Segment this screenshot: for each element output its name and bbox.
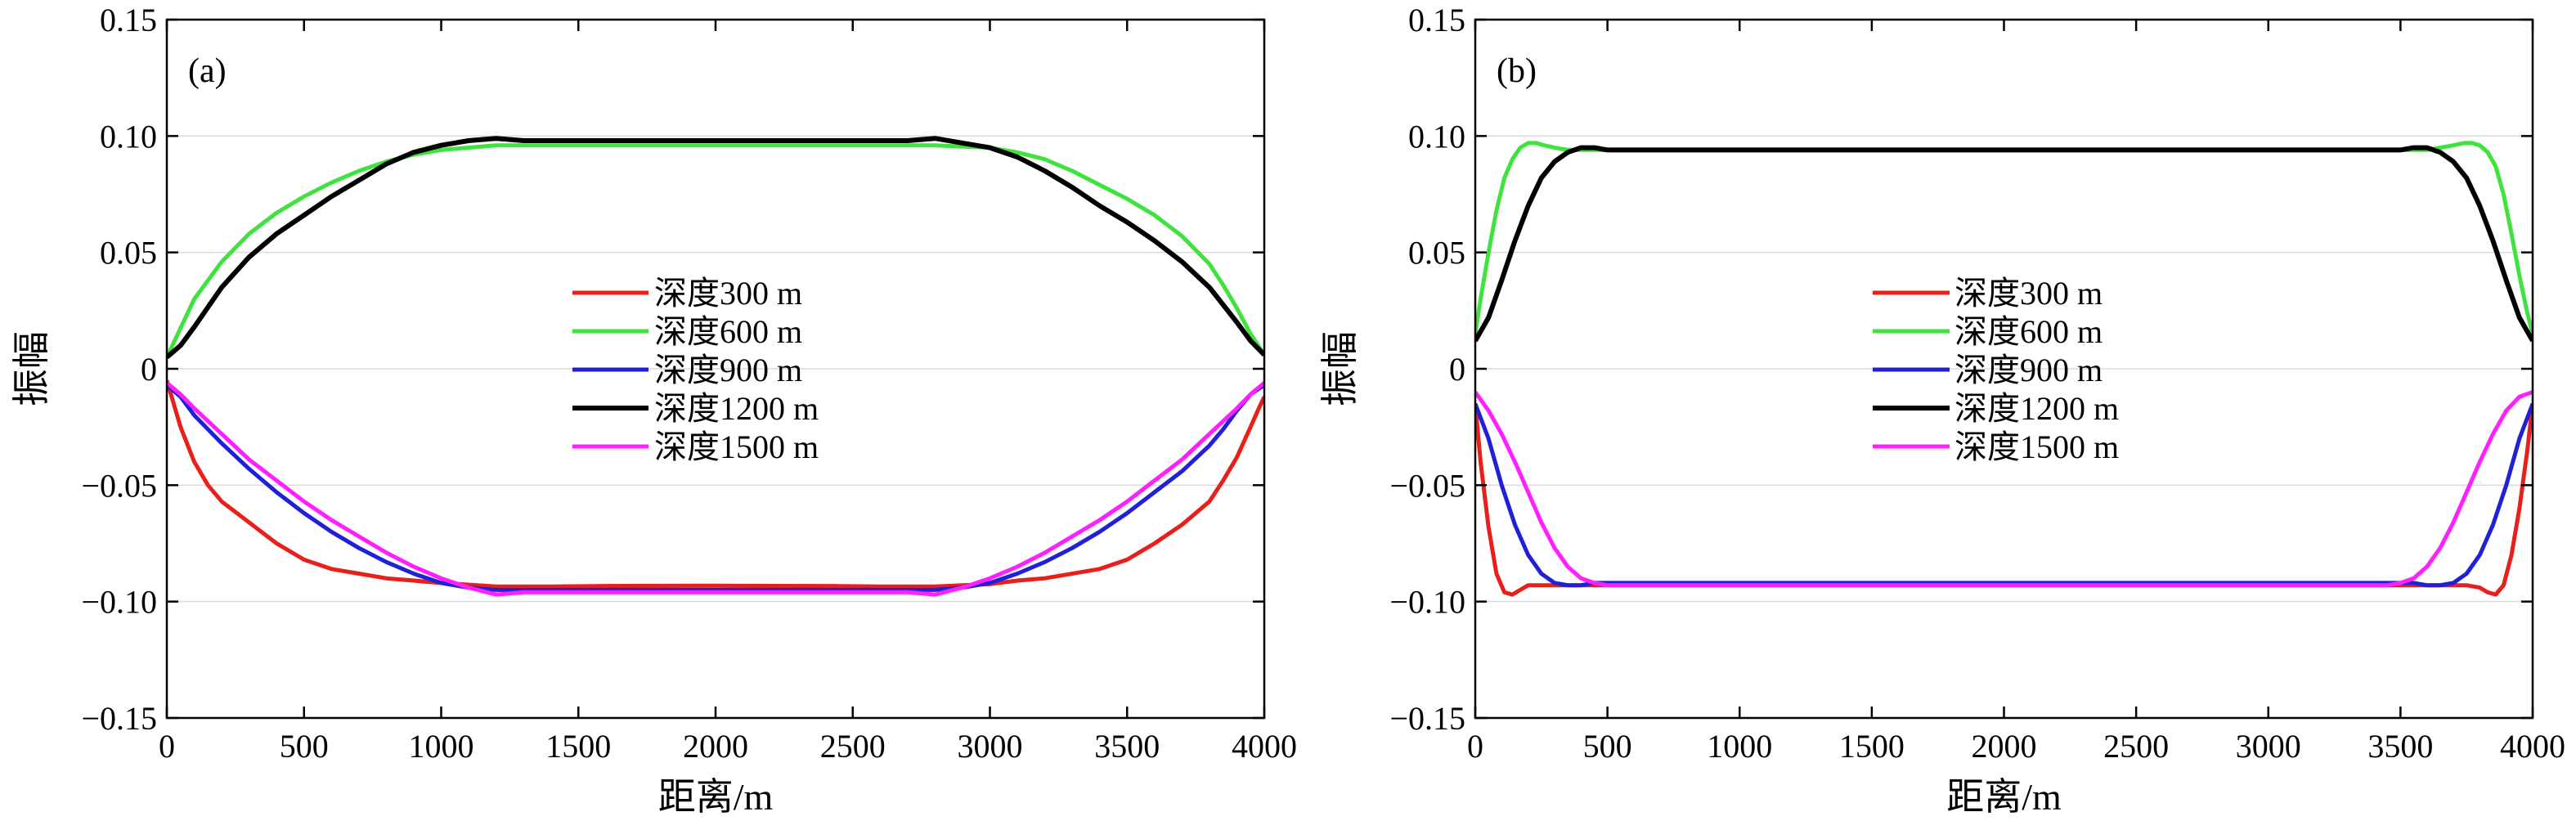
legend-label: 深度600 m: [1954, 313, 2103, 350]
y-tick-label: −0.10: [1389, 584, 1465, 621]
y-tick-label: 0.10: [100, 118, 157, 155]
x-tick-label: 3500: [2367, 728, 2433, 765]
x-tick-label: 500: [1583, 728, 1632, 765]
y-tick-label: 0.05: [100, 235, 157, 271]
series-line: [167, 143, 1264, 358]
panel-label: (b): [1497, 52, 1537, 90]
y-tick-label: −0.10: [81, 584, 157, 621]
y-tick-label: 0.05: [1408, 235, 1465, 271]
x-tick-label: 3500: [1094, 728, 1160, 765]
x-tick-label: 500: [280, 728, 329, 765]
legend-label: 深度300 m: [654, 275, 802, 312]
y-tick-label: 0.15: [100, 2, 157, 38]
x-tick-label: 1500: [545, 728, 611, 765]
series-line: [167, 136, 1264, 360]
series-line: [1475, 145, 2533, 343]
x-tick-label: 1000: [1707, 728, 1772, 765]
y-tick-label: 0.15: [1408, 2, 1465, 38]
legend-label: 深度1500 m: [1954, 428, 2119, 465]
legend-label: 深度600 m: [654, 313, 802, 350]
x-tick-label: 3000: [2236, 728, 2301, 765]
x-tick-label: 1500: [1839, 728, 1905, 765]
y-tick-label: −0.05: [1389, 467, 1465, 504]
y-axis-label: 振幅: [11, 331, 52, 406]
legend-label: 深度900 m: [654, 352, 802, 388]
legend-label: 深度900 m: [1954, 352, 2103, 388]
x-axis-label: 距离/m: [1946, 776, 2062, 818]
y-tick-label: −0.15: [81, 700, 157, 737]
x-tick-label: 4000: [1232, 728, 1297, 765]
x-axis-label: 距离/m: [658, 776, 774, 818]
x-tick-label: 0: [159, 728, 175, 765]
series-line: [1475, 390, 2533, 588]
legend-label: 深度1500 m: [654, 428, 819, 465]
x-tick-label: 4000: [2500, 728, 2565, 765]
y-tick-label: 0: [1449, 351, 1465, 388]
x-tick-label: 2500: [820, 728, 886, 765]
y-tick-label: −0.05: [81, 467, 157, 504]
series-line: [1475, 402, 2533, 588]
x-tick-label: 3000: [958, 728, 1023, 765]
series-line: [167, 383, 1264, 592]
y-tick-label: −0.15: [1389, 700, 1465, 737]
chart-panel-a: 0.150.100.050−0.05−0.10−0.150 500 1000 1500…: [11, 2, 1297, 818]
legend-label: 深度1200 m: [654, 390, 819, 427]
y-tick-label: 0: [141, 351, 157, 388]
y-tick-label: 0.10: [1408, 118, 1465, 155]
x-tick-label: 2000: [683, 728, 748, 765]
x-tick-label: 2000: [1972, 728, 2037, 765]
series-line: [167, 379, 1264, 589]
y-axis-label: 振幅: [1319, 331, 1361, 406]
chart-panel-b: 0.150.100.050−0.05−0.10−0.150 500 1000 1500…: [1319, 2, 2565, 818]
x-tick-label: 2500: [2103, 728, 2169, 765]
legend-label: 深度300 m: [1954, 275, 2103, 312]
x-tick-label: 0: [1467, 728, 1483, 765]
x-tick-label: 1000: [409, 728, 474, 765]
panel-label: (a): [188, 52, 227, 90]
series-line: [167, 381, 1264, 597]
legend-label: 深度1200 m: [1954, 390, 2119, 427]
